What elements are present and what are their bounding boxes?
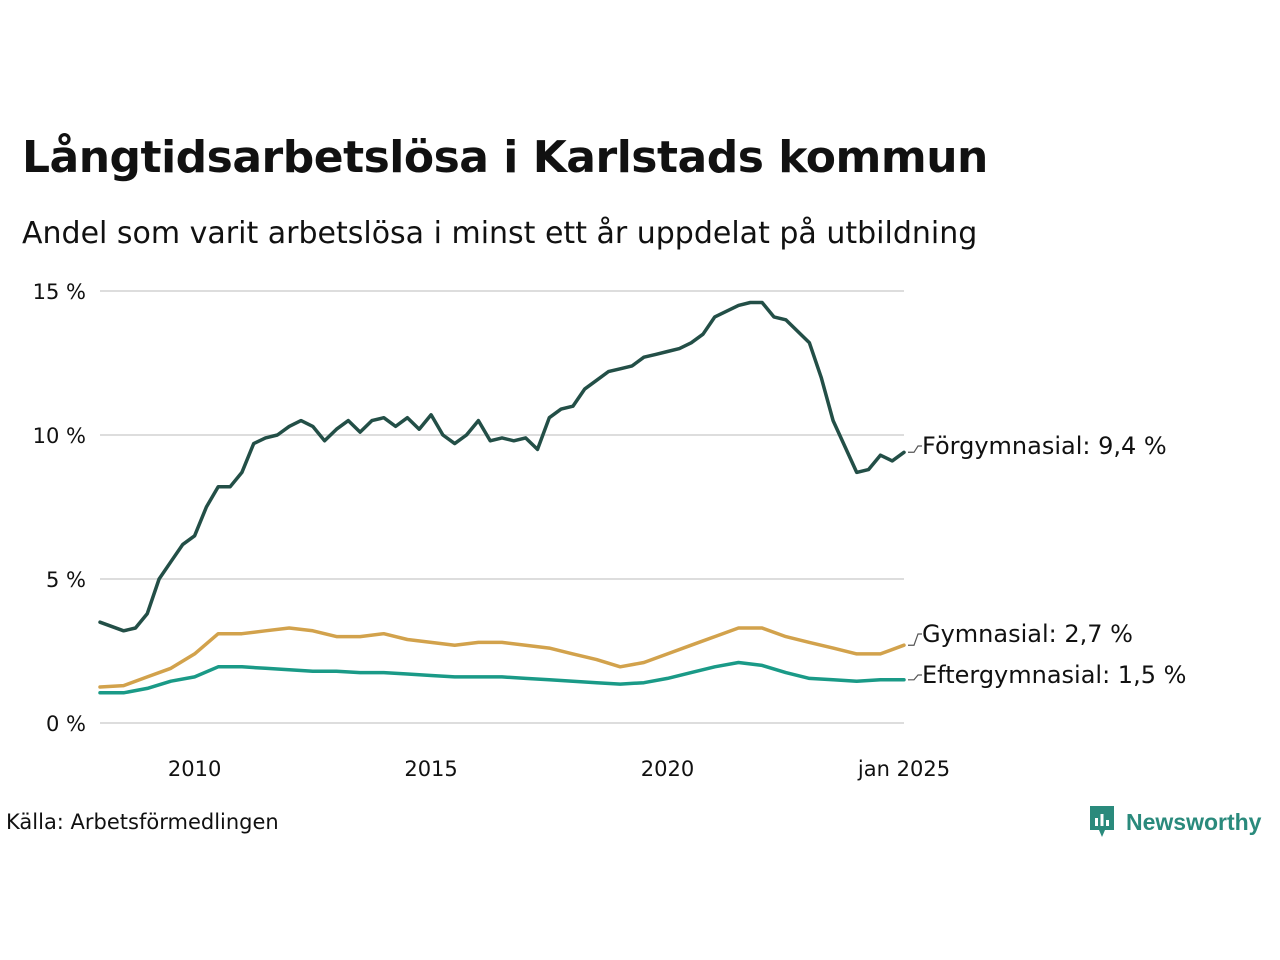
series-lines [98, 300, 906, 695]
series-line-gymnasial [98, 626, 906, 689]
x-axis-ticks: 2010 2015 2020 jan 2025 [168, 757, 950, 781]
y-tick-label: 10 % [33, 424, 86, 448]
y-tick-label: 5 % [46, 568, 86, 592]
end-label-gymnasial: Gymnasial: 2,7 % [922, 620, 1133, 648]
y-axis-ticks: 0 % 5 % 10 % 15 % [33, 280, 86, 736]
y-tick-label: 15 % [33, 280, 86, 304]
brand-logo: Newsworthy [1088, 802, 1261, 842]
chart-title: Långtidsarbetslösa i Karlstads kommun [22, 132, 988, 183]
end-label-connector [908, 445, 922, 453]
chart-subtitle: Andel som varit arbetslösa i minst ett å… [22, 216, 978, 251]
series-line-eftergymnasial [98, 660, 906, 695]
end-label-förgymnasial: Förgymnasial: 9,4 % [922, 432, 1167, 460]
newsworthy-logo-icon [1090, 806, 1114, 837]
end-label-connector [908, 633, 922, 646]
end-label-eftergymnasial: Eftergymnasial: 1,5 % [922, 661, 1186, 689]
end-label-connector [908, 674, 922, 681]
brand-name: Newsworthy [1126, 808, 1262, 835]
x-tick-label: 2010 [168, 757, 221, 781]
x-tick-label: jan 2025 [857, 757, 950, 781]
x-tick-label: 2020 [641, 757, 694, 781]
series-line-förgymnasial [98, 300, 906, 633]
series-end-labels: Förgymnasial: 9,4 % Gymnasial: 2,7 % Efter… [908, 432, 1186, 689]
source-note: Källa: Arbetsförmedlingen [6, 810, 279, 834]
y-tick-label: 0 % [46, 712, 86, 736]
x-tick-label: 2015 [404, 757, 457, 781]
grid-lines [100, 290, 904, 724]
